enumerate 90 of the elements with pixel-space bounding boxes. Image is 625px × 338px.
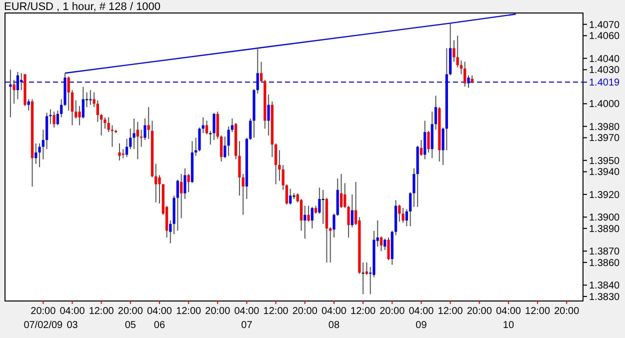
candlestick <box>216 111 219 140</box>
y-tick-label: 1.4040 <box>589 54 620 65</box>
candlestick <box>12 79 16 104</box>
candlestick <box>460 60 463 75</box>
candlestick <box>318 187 321 214</box>
y-tick-label: 1.3890 <box>589 224 620 235</box>
x-tick-label: 20:00 <box>205 306 231 317</box>
candlestick <box>304 205 306 240</box>
y-tick-label: 1.4000 <box>589 99 620 110</box>
candlestick <box>34 142 38 164</box>
candlestick <box>46 112 48 150</box>
x-tick-label: 12:00 <box>88 306 114 317</box>
candlestick <box>464 61 466 88</box>
y-tick-label: 1.3950 <box>589 156 620 167</box>
candlestick <box>402 208 404 224</box>
x-tick-label: 20:00 <box>292 306 318 317</box>
x-tick-label: 20:00 <box>466 306 492 317</box>
candlestick <box>220 134 223 162</box>
candlestick <box>300 198 303 232</box>
candlestick <box>205 120 208 135</box>
candlestick <box>42 129 44 160</box>
y-tick-label: 1.3900 <box>589 212 620 224</box>
candlestick <box>212 112 216 140</box>
y-tick-label: 1.3970 <box>589 133 620 144</box>
y-tick-label: 1.3840 <box>589 280 620 292</box>
candlestick <box>136 121 139 160</box>
candlestick <box>405 208 408 227</box>
x-tick-label: 20:00 05 <box>118 306 144 331</box>
candlestick <box>274 142 278 185</box>
candlestick <box>96 100 99 122</box>
candlestick <box>100 113 103 136</box>
candlestick <box>387 237 390 261</box>
candlestick <box>154 163 158 203</box>
candlestick <box>384 238 386 250</box>
candlestick <box>362 262 364 295</box>
candlestick <box>125 138 128 158</box>
x-tick-label: 20:00 <box>554 306 580 317</box>
candlestick <box>56 110 60 126</box>
chart-title: EUR/USD , 1 hour, # 128 / 1000 <box>4 1 161 13</box>
candlestick <box>350 194 354 228</box>
y-tick-label: 1.3860 <box>589 258 620 269</box>
candlestick <box>85 92 88 108</box>
candlestick <box>224 136 226 159</box>
candlestick <box>322 189 324 224</box>
y-tick-label: 1.3980 <box>589 122 620 133</box>
y-tick-label: 1.4070 <box>589 20 620 31</box>
y-tick-label: 1.4060 <box>589 31 620 42</box>
y-tick-label: 1.3920 <box>589 190 620 201</box>
candlestick <box>176 179 179 232</box>
candlestick <box>310 206 314 229</box>
x-tick-label: 04:00 07 <box>234 306 260 331</box>
candlestick <box>52 111 56 128</box>
ref-line-label: 1.4019 <box>589 78 620 89</box>
candlestick <box>398 204 401 222</box>
candlestick <box>187 174 190 193</box>
x-tick-label: 12:00 <box>350 306 376 317</box>
candlestick <box>434 95 438 130</box>
x-tick-label: 20:00 <box>380 306 406 317</box>
candlestick <box>340 174 343 209</box>
x-tick-label: 04:00 09 <box>408 306 434 331</box>
candlestick <box>89 90 92 106</box>
candlestick <box>380 236 383 252</box>
candlestick <box>452 40 456 62</box>
candlestick <box>158 174 161 204</box>
y-tick-label: 1.3830 <box>589 292 620 303</box>
candlestick <box>365 262 368 276</box>
candlestick <box>118 142 121 161</box>
candlestick <box>70 90 74 126</box>
candlestick <box>267 94 270 136</box>
y-tick-label: 1.4030 <box>589 65 620 76</box>
x-tick-label: 04:00 08 <box>321 306 347 331</box>
x-tick-label: 04:00 10 <box>496 306 522 331</box>
x-tick-label: 12:00 <box>263 306 289 317</box>
candlestick <box>27 98 30 112</box>
candlestick <box>420 139 423 156</box>
candlestick <box>289 188 292 206</box>
candlestick <box>427 130 430 153</box>
candlestick <box>67 76 70 112</box>
candlestick <box>307 205 310 222</box>
line-series <box>64 14 516 74</box>
x-tick-label: 12:00 <box>438 306 464 317</box>
x-tick-label: 04:00 06 <box>146 306 172 331</box>
candlestick <box>424 120 426 160</box>
x-tick-label: 12:00 <box>176 306 202 317</box>
candlestick <box>82 86 84 119</box>
x-tick-label: 12:00 <box>525 306 551 317</box>
candlestick <box>180 174 183 219</box>
y-tick-label: 1.3870 <box>589 246 620 258</box>
y-tick-label: 1.3940 <box>589 167 620 178</box>
candlestick <box>78 105 81 126</box>
